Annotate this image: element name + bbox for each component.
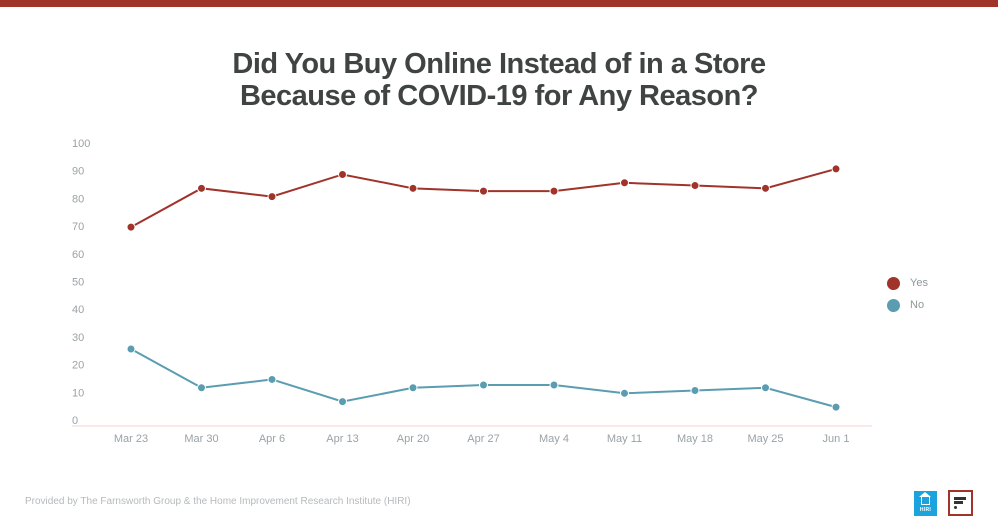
series-layer	[126, 164, 841, 412]
data-point-yes[interactable]	[690, 181, 700, 191]
y-tick-label: 60	[72, 249, 84, 261]
y-axis: 0 10 20 30 40 50 60 70 80 90 100	[72, 138, 90, 427]
data-point-no[interactable]	[690, 386, 700, 396]
data-point-no[interactable]	[620, 388, 629, 398]
legend-label-yes: Yes	[910, 277, 928, 289]
legend-label-no: No	[910, 299, 925, 311]
x-axis: Mar 23 Mar 30 Apr 6 Apr 13 Apr 20 Apr 27 May 4…	[114, 433, 850, 445]
series-line-yes	[130, 167, 837, 228]
data-point-no[interactable]	[408, 383, 418, 393]
data-point-no[interactable]	[761, 383, 770, 393]
series-line-no	[130, 348, 837, 409]
data-point-no[interactable]	[479, 380, 488, 390]
x-tick-label: Apr 20	[397, 433, 429, 445]
x-tick-label: Jun 1	[823, 433, 850, 445]
data-point-yes[interactable]	[126, 222, 136, 232]
y-tick-label: 20	[72, 360, 84, 372]
data-point-yes[interactable]	[620, 178, 629, 188]
data-point-yes[interactable]	[479, 186, 488, 196]
house-icon	[919, 492, 931, 505]
x-tick-label: May 25	[747, 433, 783, 445]
y-tick-label: 90	[72, 166, 84, 178]
legend: Yes No	[887, 272, 928, 316]
farnsworth-logo	[948, 490, 973, 516]
x-tick-label: Mar 30	[184, 433, 218, 445]
y-tick-label: 40	[72, 304, 84, 316]
x-tick-label: Apr 27	[467, 433, 499, 445]
data-point-yes[interactable]	[761, 183, 770, 193]
data-point-yes[interactable]	[549, 186, 559, 196]
data-point-no[interactable]	[267, 374, 277, 384]
y-tick-label: 70	[72, 221, 84, 233]
data-point-yes[interactable]	[267, 192, 277, 202]
data-point-no[interactable]	[549, 380, 559, 390]
data-point-yes[interactable]	[408, 183, 418, 193]
data-point-no[interactable]	[831, 402, 841, 412]
x-tick-label: May 4	[539, 433, 569, 445]
chart-title: Did You Buy Online Instead of in a Store…	[0, 48, 998, 112]
y-tick-label: 100	[72, 138, 90, 150]
x-tick-label: May 18	[677, 433, 713, 445]
source-credit: Provided by The Farnsworth Group & the H…	[25, 496, 411, 507]
legend-dot-no-icon	[887, 298, 900, 312]
data-point-no[interactable]	[126, 344, 136, 354]
y-tick-label: 80	[72, 193, 84, 205]
top-accent-bar	[0, 0, 998, 7]
x-tick-label: Apr 13	[326, 433, 358, 445]
data-point-yes[interactable]	[197, 183, 206, 193]
data-point-yes[interactable]	[338, 169, 347, 179]
y-tick-label: 50	[72, 277, 84, 289]
legend-item-yes[interactable]: Yes	[887, 272, 928, 294]
legend-dot-yes-icon	[887, 276, 900, 290]
x-tick-label: Apr 6	[259, 433, 285, 445]
y-tick-label: 0	[72, 415, 78, 427]
x-tick-label: Mar 23	[114, 433, 148, 445]
chart-title-line-2: Because of COVID-19 for Any Reason?	[239, 80, 759, 112]
data-point-yes[interactable]	[831, 164, 841, 174]
legend-item-no[interactable]: No	[887, 294, 928, 316]
data-point-no[interactable]	[338, 397, 347, 407]
data-point-no[interactable]	[197, 383, 206, 393]
y-tick-label: 10	[72, 387, 84, 399]
y-tick-label: 30	[72, 332, 84, 344]
chart-title-line-1: Did You Buy Online Instead of in a Store	[232, 48, 766, 80]
x-tick-label: May 11	[607, 433, 642, 445]
hiri-logo-text: HIRI	[919, 507, 932, 513]
hiri-logo: HIRI	[914, 491, 937, 516]
